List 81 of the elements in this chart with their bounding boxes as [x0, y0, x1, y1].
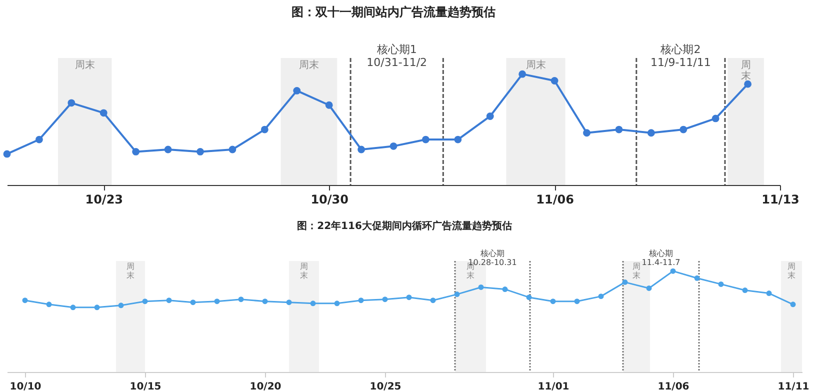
point [550, 298, 556, 304]
band-label: 周末 [300, 262, 308, 280]
point [518, 70, 526, 78]
point [262, 298, 268, 304]
x-tick-label: 10/30 [310, 192, 348, 206]
point [22, 298, 28, 304]
ref-line-label: 核心期1 10/31-11/2 [366, 43, 428, 69]
band-label: 周末 [740, 60, 751, 82]
point [454, 136, 462, 144]
x-tick-label: 11/06 [658, 382, 690, 391]
point [190, 300, 196, 306]
point [712, 114, 720, 122]
point [647, 129, 655, 137]
band-label: 周末 [74, 59, 95, 71]
band-label: 周末 [126, 262, 134, 280]
point [118, 302, 124, 308]
point [422, 136, 430, 144]
x-tick-label: 10/20 [250, 382, 282, 391]
point [680, 126, 688, 134]
point [164, 146, 172, 154]
point [406, 294, 412, 300]
point [196, 148, 204, 156]
point [214, 298, 220, 304]
x-tick-label: 10/25 [370, 382, 402, 391]
point [744, 80, 752, 88]
point [70, 304, 76, 310]
point [598, 294, 604, 300]
x-tick-label: 10/23 [85, 192, 124, 206]
point [478, 284, 484, 290]
point [526, 294, 532, 300]
point [718, 281, 724, 287]
point [486, 112, 494, 120]
point [36, 136, 43, 144]
point [142, 298, 148, 304]
x-tick-label: 10/10 [10, 382, 42, 391]
point [646, 286, 652, 291]
point [583, 129, 590, 137]
point [3, 150, 11, 158]
point [286, 300, 292, 306]
point [790, 302, 796, 308]
point [574, 298, 580, 304]
x-tick-label: 11/13 [762, 192, 800, 206]
point [550, 77, 558, 84]
point [238, 296, 244, 302]
point [622, 279, 628, 285]
point [766, 290, 772, 296]
point [382, 296, 388, 302]
point [502, 286, 508, 292]
ref-line-label: 核心期2 11/9-11/11 [650, 43, 711, 69]
point [100, 109, 108, 117]
band-label: 周末 [526, 59, 546, 71]
band-label: 周末 [788, 262, 796, 280]
x-tick-label: 11/06 [536, 192, 574, 206]
point [46, 302, 52, 308]
point [670, 268, 676, 274]
point [358, 146, 365, 154]
chart-title: 图：22年116大促期间内循环广告流量趋势预估 [297, 220, 512, 232]
point [310, 300, 316, 306]
point [742, 288, 748, 293]
x-tick-label: 10/15 [130, 382, 162, 391]
band-label: 周末 [298, 59, 319, 71]
point [94, 304, 100, 310]
point [430, 298, 436, 304]
point [166, 298, 172, 304]
point [228, 146, 236, 154]
point [293, 87, 301, 94]
point [358, 298, 364, 304]
point [615, 126, 623, 134]
band-label: 周末 [632, 262, 640, 280]
point [68, 99, 76, 107]
x-tick-label: 11/11 [778, 382, 810, 391]
point [454, 292, 460, 298]
chart-title: 图：双十一期间站内广告流量趋势预估 [292, 5, 496, 19]
point [260, 126, 268, 134]
point [390, 142, 398, 150]
point [694, 275, 700, 281]
point [334, 300, 340, 306]
ref-line-label: 核心期 11.4-11.7 [642, 249, 680, 267]
point [132, 148, 140, 156]
x-tick-label: 11/01 [538, 382, 570, 391]
point [325, 101, 333, 109]
